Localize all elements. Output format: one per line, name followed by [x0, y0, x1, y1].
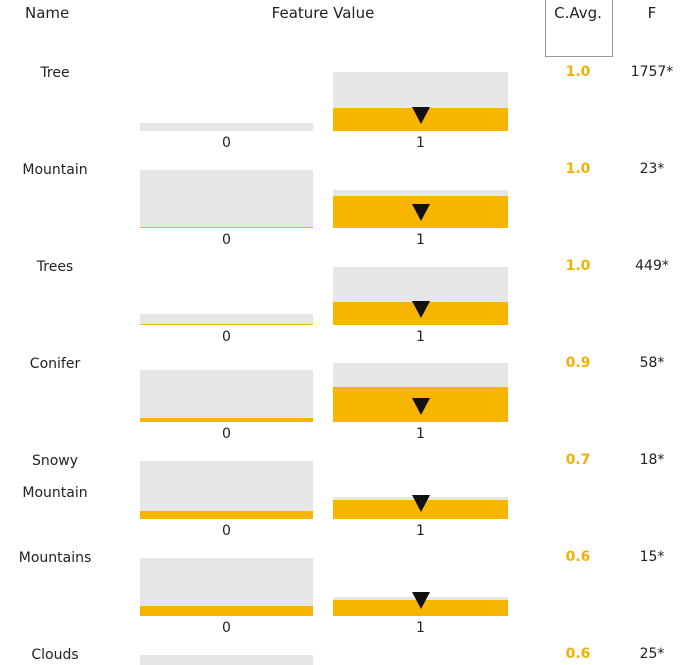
bin-label: 0 — [222, 135, 231, 151]
bin-fill-bar — [140, 226, 313, 228]
value-marker — [411, 301, 430, 318]
row-name: Conifer — [29, 356, 81, 372]
header-cavg[interactable]: C.Avg. — [554, 4, 602, 22]
f-value: 18* — [639, 452, 665, 468]
header-feature-value[interactable]: Feature Value — [271, 4, 375, 22]
bin-fill-bar — [140, 417, 313, 422]
row-name: Clouds — [31, 647, 79, 663]
value-marker — [411, 495, 430, 512]
bin-total-bar — [140, 654, 313, 665]
f-value: 25* — [639, 646, 665, 662]
cavg-value: 0.6 — [565, 646, 591, 662]
row-name: Mountains — [18, 550, 92, 566]
value-marker — [411, 107, 430, 124]
row-name: Tree — [40, 65, 70, 81]
row-name: Snowy Mountain — [22, 453, 88, 501]
sort-column-box — [545, 0, 613, 57]
value-marker — [411, 204, 430, 221]
bin-total-bar — [140, 460, 313, 519]
cavg-value: 1.0 — [565, 258, 591, 274]
bin-label: 1 — [416, 620, 425, 636]
f-value: 15* — [639, 549, 665, 565]
row-name: Trees — [36, 259, 74, 275]
bin-label: 1 — [416, 426, 425, 442]
bin-label: 1 — [416, 523, 425, 539]
cavg-value: 1.0 — [565, 64, 591, 80]
bin-label: 0 — [222, 523, 231, 539]
header-name[interactable]: Name — [25, 4, 70, 22]
row-name: Mountain — [22, 162, 88, 178]
bin-label: 1 — [416, 232, 425, 248]
f-value: 58* — [639, 355, 665, 371]
cavg-value: 0.7 — [565, 452, 591, 468]
bin-fill-bar — [140, 323, 313, 325]
cavg-value: 0.6 — [565, 549, 591, 565]
bin-label: 0 — [222, 232, 231, 248]
bin-label: 1 — [416, 329, 425, 345]
value-marker — [411, 592, 430, 609]
f-value: 449* — [635, 258, 669, 274]
f-value: 23* — [639, 161, 665, 177]
cavg-value: 0.9 — [565, 355, 591, 371]
bin-total-bar — [140, 369, 313, 422]
cavg-value: 1.0 — [565, 161, 591, 177]
header-f[interactable]: F — [647, 4, 657, 22]
bin-label: 0 — [222, 329, 231, 345]
f-value: 1757* — [630, 64, 674, 80]
bin-label: 1 — [416, 135, 425, 151]
bin-total-bar — [140, 314, 313, 325]
bin-label: 0 — [222, 426, 231, 442]
bin-fill-bar — [140, 605, 313, 616]
value-marker — [411, 398, 430, 415]
bin-total-bar — [140, 123, 313, 131]
bin-label: 0 — [222, 620, 231, 636]
bin-total-bar — [140, 169, 313, 228]
bin-fill-bar — [140, 511, 313, 519]
